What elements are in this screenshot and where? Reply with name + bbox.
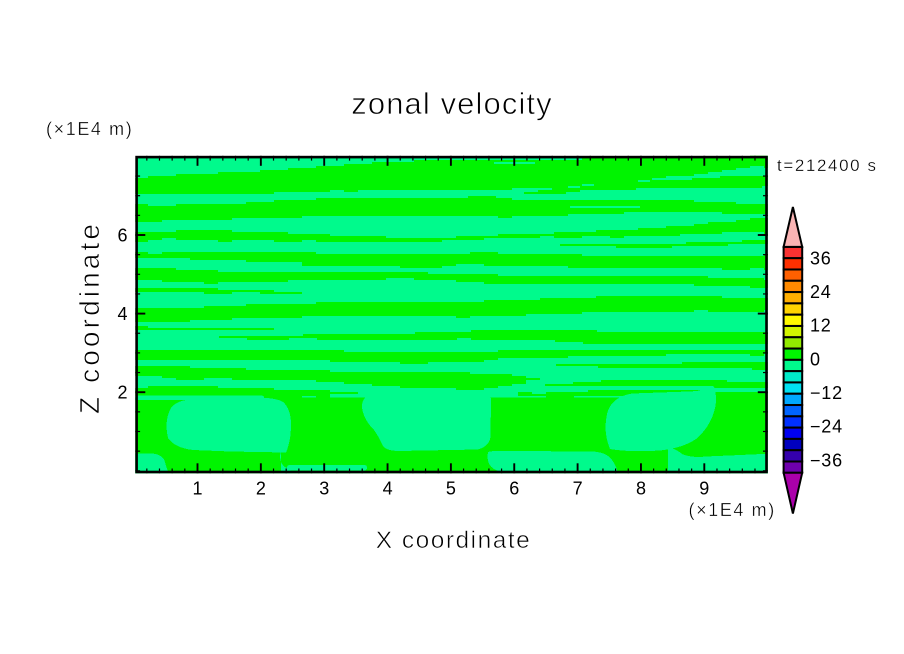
svg-text:zonal velocity: zonal velocity [351, 86, 553, 121]
svg-text:X coordinate: X coordinate [376, 527, 532, 554]
svg-text:7: 7 [573, 479, 583, 499]
svg-text:4: 4 [117, 304, 127, 324]
svg-text:1: 1 [192, 479, 202, 499]
svg-text:24: 24 [810, 282, 832, 302]
svg-text:0: 0 [810, 349, 821, 369]
svg-text:t=212400 s: t=212400 s [777, 156, 878, 175]
svg-text:6: 6 [509, 479, 519, 499]
svg-text:2: 2 [256, 479, 266, 499]
svg-text:−36: −36 [810, 450, 843, 470]
svg-text:8: 8 [636, 479, 646, 499]
svg-text:(×1E4 m): (×1E4 m) [46, 119, 133, 139]
svg-text:2: 2 [117, 383, 127, 403]
svg-text:5: 5 [446, 479, 456, 499]
svg-text:9: 9 [699, 479, 709, 499]
svg-text:12: 12 [810, 316, 832, 336]
svg-text:4: 4 [383, 479, 393, 499]
svg-text:6: 6 [117, 225, 127, 245]
svg-text:−12: −12 [810, 383, 843, 403]
svg-text:(×1E4 m): (×1E4 m) [689, 500, 776, 520]
svg-text:−24: −24 [810, 417, 843, 437]
svg-text:36: 36 [810, 248, 832, 268]
svg-text:3: 3 [319, 479, 329, 499]
